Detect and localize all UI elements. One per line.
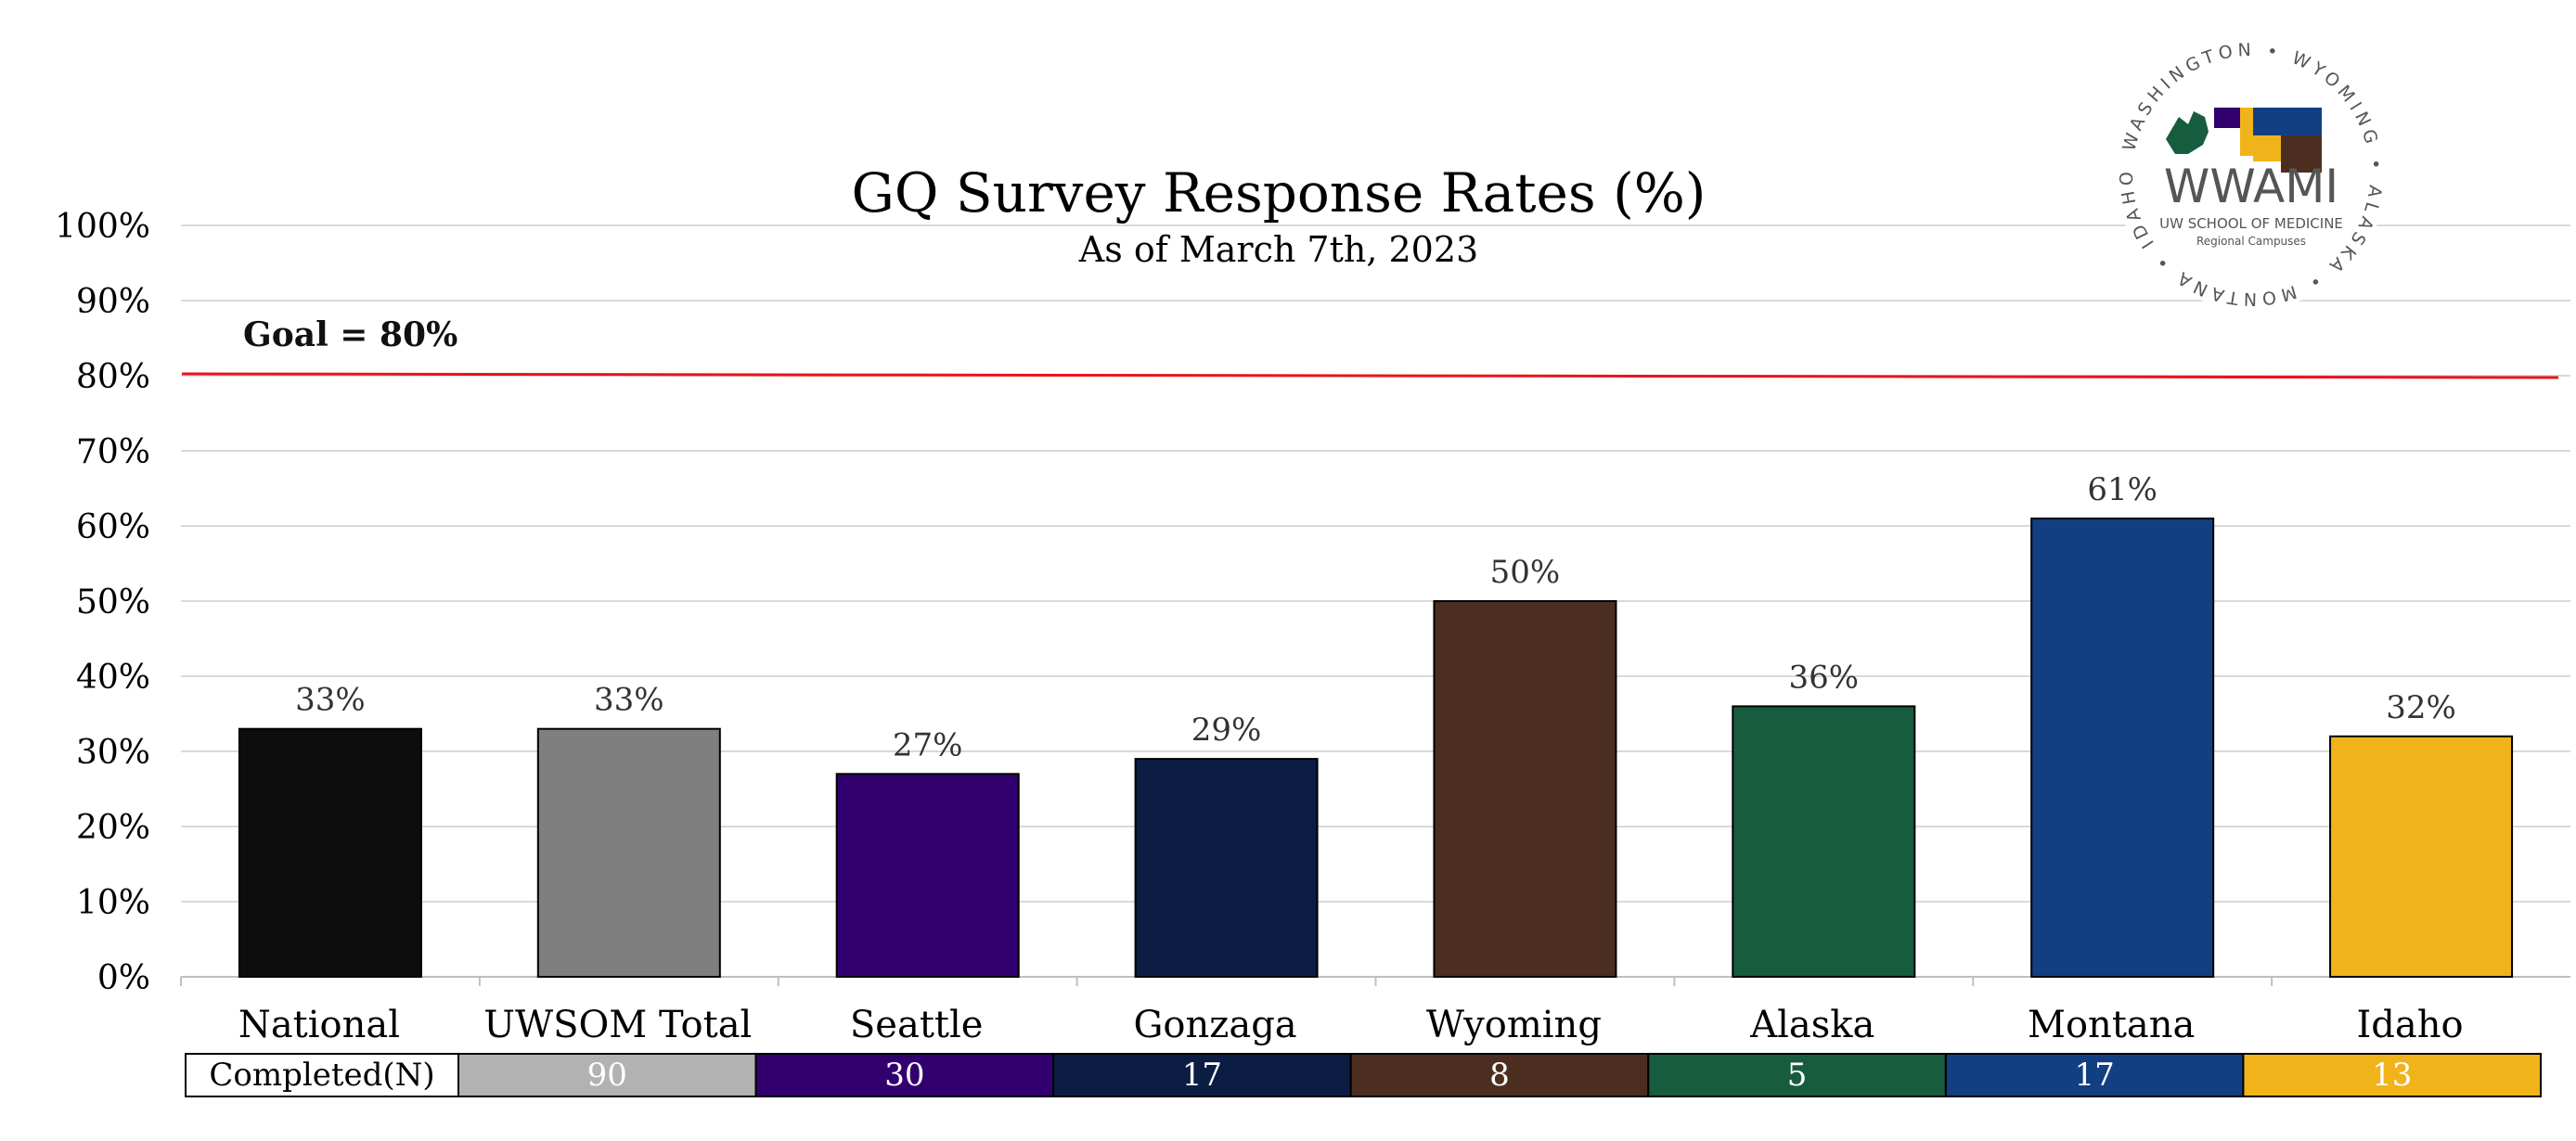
data-labels: 33% 33% 27% 29% 50% 36% 61% 32%	[295, 471, 2456, 763]
y-tick-label: 20%	[76, 809, 150, 847]
category-label: Alaska	[1749, 1004, 1874, 1046]
category-label: Wyoming	[1426, 1004, 1602, 1046]
data-label: 33%	[594, 682, 664, 719]
y-tick-label: 0%	[97, 959, 150, 997]
category-label: Gonzaga	[1133, 1004, 1296, 1046]
logo-name: WWAMI	[2164, 160, 2338, 213]
y-tick-label: 90%	[76, 283, 150, 321]
data-label: 50%	[1490, 554, 1561, 591]
category-label: UWSOM Total	[483, 1004, 752, 1046]
category-label: Montana	[2028, 1004, 2195, 1046]
table-cell-value: 8	[1489, 1057, 1510, 1094]
data-label: 61%	[2087, 471, 2157, 508]
table-cell	[1647, 1053, 1947, 1097]
logo-line1: UW SCHOOL OF MEDICINE	[2159, 215, 2343, 232]
goal-label: Goal = 80%	[243, 315, 457, 354]
wwami-logo: WASHINGTON • WYOMING • ALASKA • MONTANA …	[2116, 39, 2387, 310]
data-label: 27%	[893, 726, 963, 763]
chart-title: GQ Survey Response Rates (%)	[852, 161, 1707, 224]
goal-line	[181, 372, 2559, 379]
y-tick-label: 30%	[76, 734, 150, 772]
category-label: National	[238, 1004, 400, 1046]
table-cell	[1052, 1053, 1352, 1097]
bar	[835, 773, 1020, 978]
chart-subtitle: As of March 7th, 2023	[1078, 229, 1478, 270]
y-tick-label: 100%	[55, 208, 150, 246]
bar	[1134, 758, 1319, 978]
y-tick-label: 50%	[76, 583, 150, 622]
bar	[2329, 735, 2514, 978]
category-labels: National UWSOM Total Seattle Gonzaga Wyoming…	[238, 1004, 2464, 1046]
category-label: Idaho	[2357, 1004, 2464, 1046]
table-cell-value: 17	[1182, 1057, 1222, 1094]
states-map-icon	[2166, 108, 2322, 173]
completed-n-table: Completed(N) 90 30 17 8 5 17 13	[185, 1053, 2542, 1097]
bar	[536, 727, 721, 978]
logo-line2: Regional Campuses	[2196, 235, 2306, 248]
table-cell	[457, 1053, 757, 1097]
bars	[238, 517, 2514, 979]
y-tick-label: 10%	[76, 884, 150, 922]
table-header-label: Completed(N)	[209, 1057, 434, 1094]
table-cell-value: 17	[2075, 1057, 2115, 1094]
table-cell-value: 30	[884, 1057, 924, 1094]
table-cell	[1944, 1053, 2245, 1097]
table-cell	[2242, 1053, 2542, 1097]
data-label: 33%	[295, 682, 366, 719]
y-tick-label: 40%	[76, 659, 150, 697]
category-label: Seattle	[850, 1004, 984, 1046]
bar	[2030, 517, 2215, 979]
y-axis-ticks: 0% 10% 20% 30% 40% 50% 60% 70% 80% 90% 100%	[55, 208, 150, 997]
y-tick-label: 80%	[76, 358, 150, 396]
data-label: 36%	[1789, 659, 1860, 696]
table-cell-value: 5	[1787, 1057, 1808, 1094]
y-tick-label: 70%	[76, 433, 150, 471]
bar	[1732, 705, 1916, 979]
data-label: 32%	[2386, 689, 2456, 726]
data-label: 29%	[1191, 712, 1262, 749]
y-tick-label: 60%	[76, 508, 150, 546]
bar	[1433, 600, 1617, 978]
bar	[238, 727, 422, 978]
table-cell-value: 90	[587, 1057, 627, 1094]
table-cell-value: 13	[2372, 1057, 2412, 1094]
